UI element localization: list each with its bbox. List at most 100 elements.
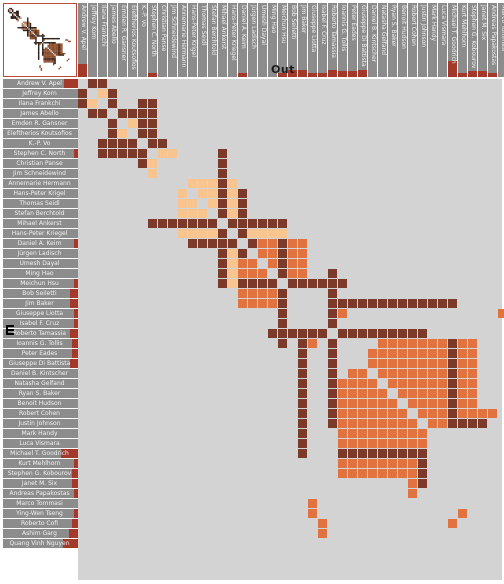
matrix-cell[interactable] xyxy=(298,359,307,368)
matrix-cell[interactable] xyxy=(368,299,377,308)
matrix-cell[interactable] xyxy=(368,459,377,468)
matrix-cell[interactable] xyxy=(378,429,387,438)
matrix-cell[interactable] xyxy=(188,239,197,248)
row-label[interactable]: James Abello xyxy=(3,109,78,119)
row-label[interactable]: Jeffrey Korn xyxy=(3,89,78,99)
matrix-cell[interactable] xyxy=(368,469,377,478)
matrix-cell[interactable] xyxy=(308,339,317,348)
column-label[interactable]: Daniel A. Keim xyxy=(238,3,248,77)
column-label[interactable]: Benoit Hudson xyxy=(398,3,408,77)
matrix-cell[interactable] xyxy=(398,339,407,348)
matrix-cell[interactable] xyxy=(438,349,447,358)
matrix-cell[interactable] xyxy=(238,199,247,208)
column-label[interactable]: Janet M. Six xyxy=(478,3,488,77)
matrix-cell[interactable] xyxy=(298,339,307,348)
matrix-cell[interactable] xyxy=(168,149,177,158)
matrix-cell[interactable] xyxy=(398,449,407,458)
matrix-cell[interactable] xyxy=(308,329,317,338)
matrix-cell[interactable] xyxy=(208,239,217,248)
matrix-cell[interactable] xyxy=(388,359,397,368)
matrix-cell[interactable] xyxy=(468,389,477,398)
matrix-cell[interactable] xyxy=(268,289,277,298)
matrix-cell[interactable] xyxy=(218,179,227,188)
column-label[interactable]: Jim Schneidewind xyxy=(168,3,178,77)
matrix-cell[interactable] xyxy=(468,399,477,408)
matrix-cell[interactable] xyxy=(278,269,287,278)
matrix-cell[interactable] xyxy=(248,229,257,238)
matrix-cell[interactable] xyxy=(438,339,447,348)
matrix-cell[interactable] xyxy=(298,269,307,278)
matrix-cell[interactable] xyxy=(198,219,207,228)
matrix-cell[interactable] xyxy=(338,329,347,338)
matrix-cell[interactable] xyxy=(278,329,287,338)
row-label[interactable]: Andreas Papakostas xyxy=(3,489,78,499)
row-label[interactable]: Jim Baker xyxy=(3,299,78,309)
matrix-cell[interactable] xyxy=(278,299,287,308)
matrix-cell[interactable] xyxy=(258,219,267,228)
matrix-cell[interactable] xyxy=(218,189,227,198)
adjacency-matrix[interactable] xyxy=(78,79,504,580)
matrix-cell[interactable] xyxy=(328,399,337,408)
matrix-cell[interactable] xyxy=(198,239,207,248)
matrix-cell[interactable] xyxy=(438,409,447,418)
matrix-cell[interactable] xyxy=(398,459,407,468)
matrix-cell[interactable] xyxy=(238,269,247,278)
matrix-cell[interactable] xyxy=(448,379,457,388)
matrix-cell[interactable] xyxy=(398,379,407,388)
column-label[interactable]: Emden R. Gansner xyxy=(118,3,128,77)
matrix-cell[interactable] xyxy=(118,129,127,138)
column-label[interactable]: Stephen C. North xyxy=(148,3,158,77)
matrix-cell[interactable] xyxy=(108,129,117,138)
matrix-cell[interactable] xyxy=(338,299,347,308)
row-label[interactable]: Benoit Hudson xyxy=(3,399,78,409)
matrix-cell[interactable] xyxy=(178,219,187,228)
column-label[interactable]: Robert Cohen xyxy=(408,3,418,77)
matrix-cell[interactable] xyxy=(288,329,297,338)
column-label[interactable]: Andrew V. Apel xyxy=(78,3,88,77)
row-label[interactable]: Eleftherios Koutsofios xyxy=(3,129,78,139)
row-label[interactable]: Roberto Cofi xyxy=(3,519,78,529)
matrix-cell[interactable] xyxy=(428,339,437,348)
matrix-cell[interactable] xyxy=(408,379,417,388)
matrix-cell[interactable] xyxy=(218,279,227,288)
matrix-cell[interactable] xyxy=(238,299,247,308)
matrix-cell[interactable] xyxy=(268,299,277,308)
matrix-cell[interactable] xyxy=(178,199,187,208)
matrix-cell[interactable] xyxy=(138,119,147,128)
matrix-cell[interactable] xyxy=(218,239,227,248)
column-label[interactable]: Ryan S. Baker xyxy=(388,3,398,77)
matrix-cell[interactable] xyxy=(98,109,107,118)
matrix-cell[interactable] xyxy=(408,389,417,398)
matrix-cell[interactable] xyxy=(408,399,417,408)
matrix-cell[interactable] xyxy=(378,359,387,368)
matrix-cell[interactable] xyxy=(258,229,267,238)
matrix-cell[interactable] xyxy=(238,249,247,258)
matrix-cell[interactable] xyxy=(398,419,407,428)
row-label[interactable]: Umesh Dayal xyxy=(3,259,78,269)
column-label[interactable]: Ioannis G. Tollis xyxy=(338,3,348,77)
matrix-cell[interactable] xyxy=(448,519,457,528)
matrix-cell[interactable] xyxy=(358,439,367,448)
matrix-cell[interactable] xyxy=(158,219,167,228)
matrix-cell[interactable] xyxy=(218,159,227,168)
row-label[interactable]: Stefan Berchtold xyxy=(3,209,78,219)
row-label[interactable]: Emden R. Gansner xyxy=(3,119,78,129)
matrix-cell[interactable] xyxy=(268,249,277,258)
column-label[interactable]: Ilana Frankchi xyxy=(98,3,108,77)
column-label[interactable]: Jeffrey Korn xyxy=(88,3,98,77)
matrix-cell[interactable] xyxy=(248,289,257,298)
matrix-cell[interactable] xyxy=(148,129,157,138)
matrix-cell[interactable] xyxy=(298,449,307,458)
matrix-cell[interactable] xyxy=(338,409,347,418)
matrix-cell[interactable] xyxy=(468,339,477,348)
matrix-cell[interactable] xyxy=(308,499,317,508)
matrix-cell[interactable] xyxy=(218,269,227,278)
matrix-cell[interactable] xyxy=(408,449,417,458)
matrix-cell[interactable] xyxy=(208,219,217,228)
matrix-cell[interactable] xyxy=(358,409,367,418)
matrix-cell[interactable] xyxy=(328,269,337,278)
matrix-cell[interactable] xyxy=(238,279,247,288)
matrix-cell[interactable] xyxy=(248,299,257,308)
row-label[interactable]: Stephen C. North xyxy=(3,149,78,159)
matrix-cell[interactable] xyxy=(388,379,397,388)
